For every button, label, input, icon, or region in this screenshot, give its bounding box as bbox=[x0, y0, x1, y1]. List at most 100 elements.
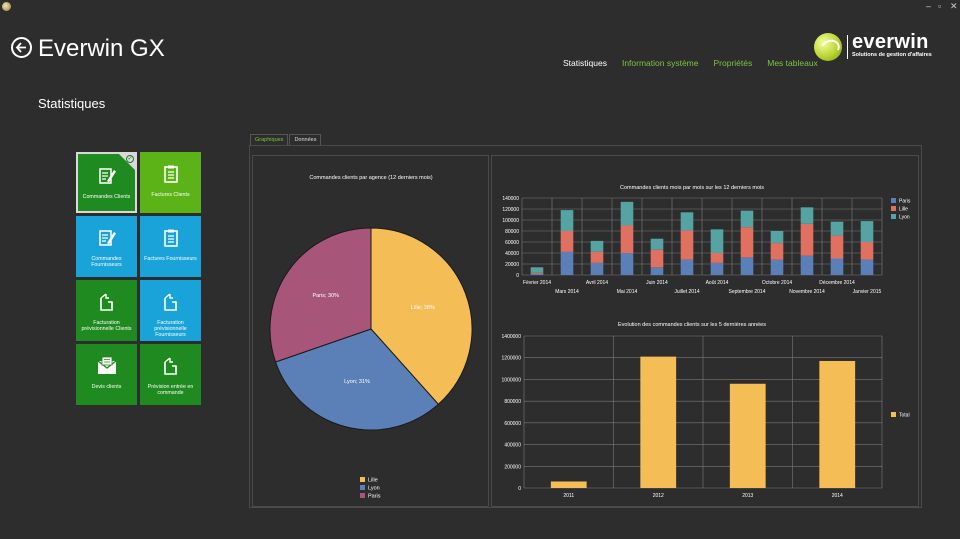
clipboard-icon bbox=[161, 164, 181, 189]
stacked-ytick: 40000 bbox=[505, 251, 519, 257]
stacked-bar-paris bbox=[590, 262, 604, 275]
nav-proprietes[interactable]: Propriétés bbox=[713, 58, 753, 68]
tile-factures-fournisseurs[interactable]: Factures Fournisseurs bbox=[140, 216, 201, 277]
stacked-bar-paris bbox=[620, 253, 634, 275]
pie-label-lyon: Lyon; 31% bbox=[344, 379, 370, 385]
stacked-bar-paris bbox=[560, 251, 574, 275]
pie-chart-pane: Commandes clients par agence (12 dernier… bbox=[252, 155, 489, 507]
stacked-bar-paris bbox=[650, 267, 664, 275]
yearly-bar-2013 bbox=[729, 383, 766, 488]
arrow-left-icon bbox=[15, 42, 26, 53]
stacked-ytick: 120000 bbox=[502, 207, 519, 213]
stacked-bar-lyon bbox=[560, 210, 574, 231]
tile-facturation-prévisionnelle-fournisseurs[interactable]: Facturation prévisionnelle Fournisseurs bbox=[140, 280, 201, 341]
chart-tabs: Graphiques Données bbox=[250, 134, 322, 145]
forecast-document-icon bbox=[97, 292, 117, 317]
nav-mes-tableaux[interactable]: Mes tableaux bbox=[767, 58, 818, 68]
pie-slice-lyon bbox=[274, 328, 440, 431]
stacked-xtick: Mai 2014 bbox=[617, 289, 638, 295]
legend-swatch-lille bbox=[891, 206, 896, 211]
stacked-ytick: 140000 bbox=[502, 196, 519, 202]
stacked-legend-lille: Lille bbox=[899, 207, 908, 213]
pencil-document-icon bbox=[97, 228, 117, 253]
title-bar: – ▫ ✕ bbox=[0, 0, 960, 16]
yearly-ytick: 400000 bbox=[504, 443, 521, 449]
stacked-bar-lyon bbox=[530, 267, 544, 273]
tile-devis-clients[interactable]: Devis clients bbox=[76, 344, 137, 405]
stacked-bar-paris bbox=[530, 273, 544, 275]
minimize-button[interactable]: – bbox=[926, 1, 932, 11]
legend-swatch-lyon bbox=[891, 214, 896, 219]
top-navigation: Statistiques Information système Proprié… bbox=[563, 58, 818, 68]
stacked-bar-lyon bbox=[740, 210, 754, 228]
stacked-xtick: Octobre 2014 bbox=[762, 280, 793, 286]
stacked-xtick: Septembre 2014 bbox=[729, 289, 766, 295]
stacked-bar-lyon bbox=[650, 238, 664, 250]
nav-statistiques[interactable]: Statistiques bbox=[563, 58, 607, 68]
stacked-xtick: Mars 2014 bbox=[555, 289, 579, 295]
stacked-bar-lille bbox=[620, 225, 634, 253]
stacked-xtick: Février 2014 bbox=[523, 280, 551, 286]
forecast-document-icon bbox=[161, 356, 181, 381]
pie-slice-paris bbox=[269, 227, 372, 363]
maximize-button[interactable]: ▫ bbox=[938, 1, 942, 11]
stacked-xtick: Juin 2014 bbox=[646, 280, 668, 286]
tile-commandes-clients[interactable]: Commandes Clients ✓ bbox=[76, 152, 137, 213]
yearly-bar-2011 bbox=[550, 481, 587, 488]
page-title: Statistiques bbox=[38, 96, 106, 111]
tile-label: Factures Fournisseurs bbox=[144, 256, 197, 262]
legend-swatch-paris bbox=[891, 198, 896, 203]
yearly-ytick: 1000000 bbox=[502, 377, 522, 383]
stacked-bar-lille bbox=[710, 253, 724, 263]
stacked-xtick: Juillet 2014 bbox=[674, 289, 700, 295]
stacked-bar-lyon bbox=[830, 221, 844, 236]
logo-name: everwin bbox=[852, 31, 929, 53]
tab-donnees[interactable]: Données bbox=[289, 134, 322, 145]
tile-factures-clients[interactable]: Factures Clients bbox=[140, 152, 201, 213]
stacked-bar-lyon bbox=[800, 207, 814, 224]
stacked-bar-lille bbox=[680, 230, 694, 260]
stacked-ytick: 60000 bbox=[505, 240, 519, 246]
stacked-bar-lille bbox=[740, 227, 754, 258]
logo-tagline: Solutions de gestion d'affaires bbox=[852, 52, 932, 58]
stacked-xtick: Avril 2014 bbox=[586, 280, 608, 286]
stacked-bar-lille bbox=[560, 231, 574, 252]
tile-prévision-entrée-en-commande[interactable]: Prévision entrée en commande bbox=[140, 344, 201, 405]
legend-swatch-lyon bbox=[360, 485, 365, 490]
stacked-chart-title: Commandes clients mois par mois sur les … bbox=[620, 185, 764, 191]
yearly-ytick: 1200000 bbox=[502, 356, 522, 362]
stacked-bar-lille bbox=[650, 249, 664, 268]
tile-label: Prévision entrée en commande bbox=[147, 384, 194, 396]
yearly-ytick: 0 bbox=[518, 486, 521, 492]
yearly-ytick: 600000 bbox=[504, 421, 521, 427]
logo-separator bbox=[847, 35, 848, 59]
pie-label-paris: Paris; 30% bbox=[312, 293, 339, 299]
stacked-xtick: Décembre 2014 bbox=[819, 280, 855, 286]
stacked-xtick: Août 2014 bbox=[706, 280, 729, 286]
legend-swatch-paris bbox=[360, 493, 365, 498]
tile-label: Commandes Fournisseurs bbox=[91, 256, 122, 268]
nav-information-systeme[interactable]: Information système bbox=[621, 58, 699, 68]
yearly-xtick: 2011 bbox=[563, 493, 574, 499]
tile-label: Factures Clients bbox=[151, 192, 190, 198]
yearly-ytick: 200000 bbox=[504, 464, 521, 470]
pencil-document-icon bbox=[97, 166, 117, 191]
close-button[interactable]: ✕ bbox=[950, 1, 958, 11]
pie-legend-paris: Paris bbox=[368, 494, 381, 500]
stacked-bar-lille bbox=[530, 272, 544, 274]
tile-label: Devis clients bbox=[91, 384, 122, 390]
tab-graphiques[interactable]: Graphiques bbox=[250, 134, 289, 145]
stacked-bar-lyon bbox=[620, 201, 634, 226]
stacked-legend-paris: Paris bbox=[899, 199, 911, 205]
yearly-chart-title: Evolution des commandes clients sur les … bbox=[618, 322, 766, 328]
checkmark-icon: ✓ bbox=[126, 155, 134, 163]
tile-commandes-fournisseurs[interactable]: Commandes Fournisseurs bbox=[76, 216, 137, 277]
stacked-legend-lyon: Lyon bbox=[899, 215, 910, 221]
yearly-ytick: 1400000 bbox=[502, 334, 522, 340]
legend-swatch-lille bbox=[360, 477, 365, 482]
tile-facturation-prévisionnelle-clients[interactable]: Facturation prévisionnelle Clients bbox=[76, 280, 137, 341]
stacked-bar-paris bbox=[770, 259, 784, 275]
app-title: Everwin GX bbox=[38, 35, 165, 62]
stacked-xtick: Novembre 2014 bbox=[789, 289, 825, 295]
back-button[interactable] bbox=[11, 37, 32, 58]
